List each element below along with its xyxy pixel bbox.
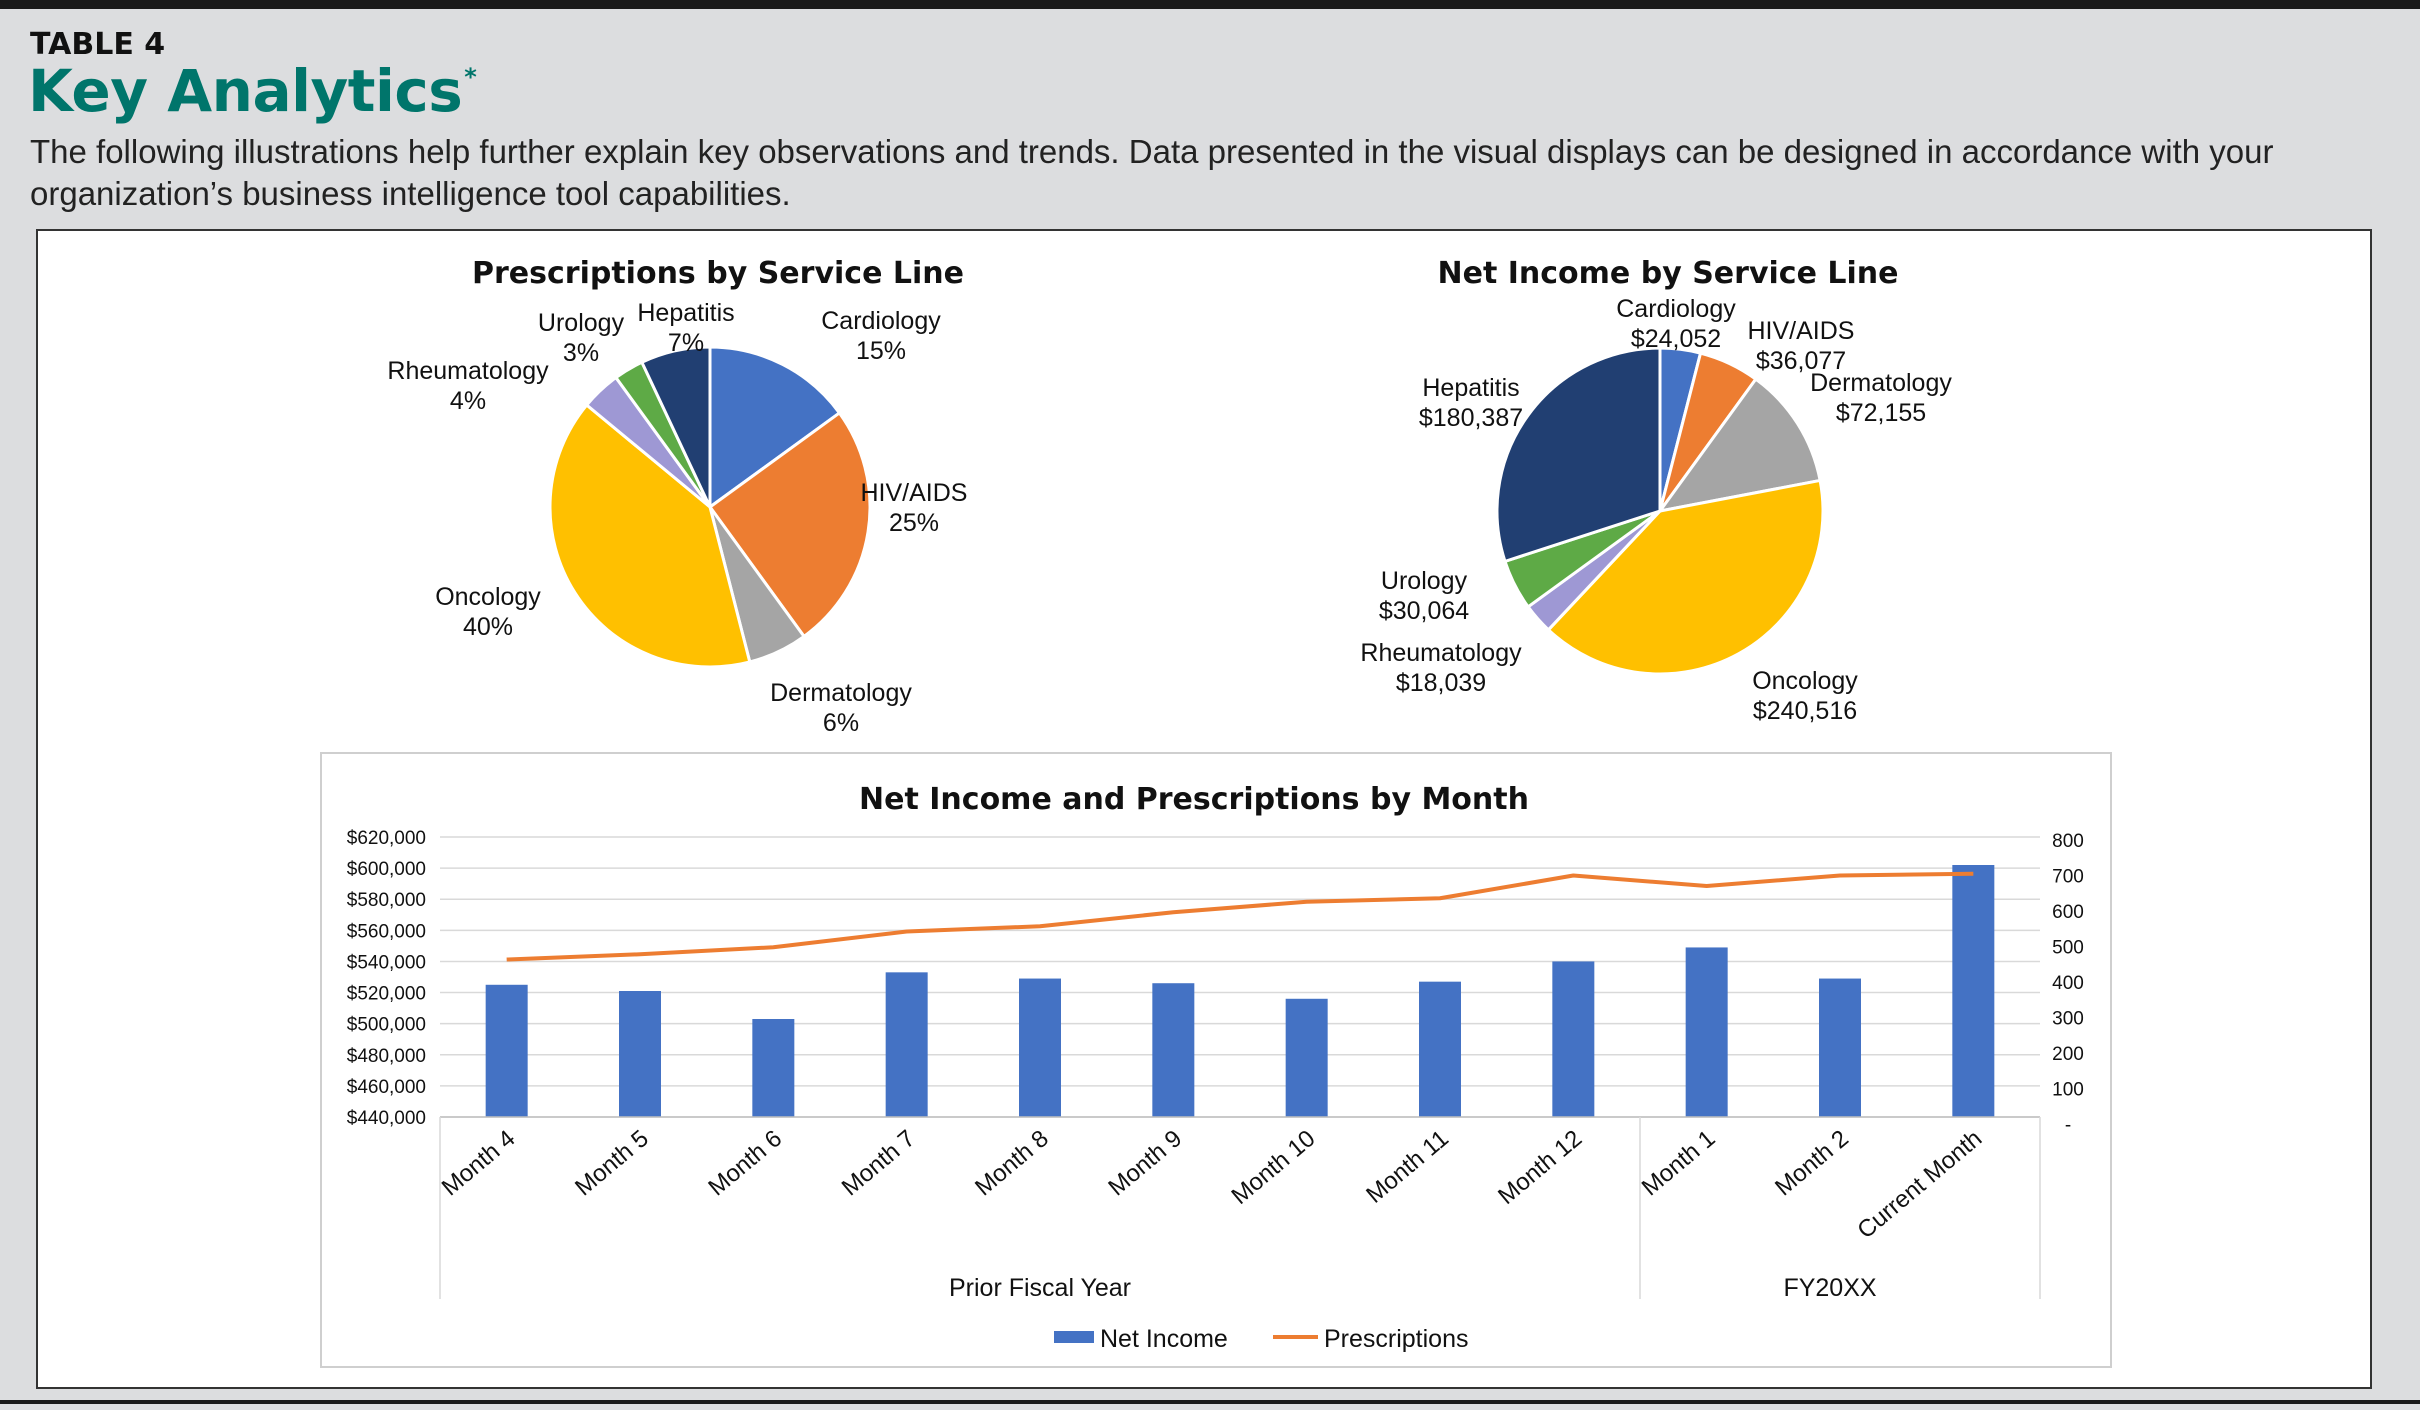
y-right-tick-label: 600	[2052, 902, 2084, 923]
slice-value-urology: $30,064	[1379, 597, 1469, 625]
pie-slice-oncology	[1546, 478, 1825, 676]
y-left-tick-label: $620,000	[347, 828, 426, 849]
group-label-prior-fiscal-year: Prior Fiscal Year	[949, 1274, 1131, 1302]
pie-slice-hiv-aids	[707, 410, 872, 639]
bar-net-income-month-6	[752, 1019, 795, 1117]
combo-chart-title: Net Income and Prescriptions by Month	[859, 782, 1529, 817]
slice-value-cardiology: $24,052	[1631, 325, 1721, 353]
pie-chart-prescriptions-by-service-line: Prescriptions by Service Line Cardiology1…	[387, 256, 967, 737]
pie-slice-hepatitis	[639, 345, 712, 508]
slice-value-oncology: $240,516	[1753, 697, 1857, 725]
legend-label-net-income: Net Income	[1100, 1325, 1228, 1353]
charts-panel: Prescriptions by Service Line Cardiology 1…	[36, 229, 2372, 1389]
legend-label-prescriptions: Prescriptions	[1324, 1325, 1469, 1353]
page-subtitle: The following illustrations help further…	[30, 133, 2274, 212]
combo-chart: Net Income and Prescriptions by Month $62…	[320, 752, 2112, 1368]
slice-label-hepatitis: Hepatitis	[1422, 374, 1519, 402]
y-left-tick-label: $600,000	[347, 859, 426, 880]
pie-slice-hepatitis	[1495, 346, 1662, 564]
bar-net-income-month-4	[485, 984, 528, 1117]
slice-value-hepatitis: $180,387	[1419, 404, 1523, 432]
bar-net-income-month-11	[1419, 981, 1461, 1117]
bar-net-income-month-12	[1552, 961, 1595, 1117]
combo-legend: Net Income Prescriptions	[1054, 1325, 1469, 1353]
slice-label-oncology: Oncology	[435, 583, 541, 611]
bar-net-income-month-8	[1019, 978, 1061, 1117]
pie-title: Prescriptions by Service Line	[472, 256, 964, 291]
bar-net-income-month-7	[885, 972, 928, 1117]
legend-swatch-net-income	[1054, 1331, 1094, 1343]
y-right-tick-label: 400	[2052, 973, 2084, 994]
y-left-tick-label: $560,000	[347, 921, 426, 942]
bottom-rule	[0, 1400, 2420, 1404]
y-right-tick-label: -	[2065, 1115, 2071, 1136]
y-right-tick-label: 500	[2052, 938, 2084, 959]
pie-slice-dermatology	[1656, 377, 1822, 514]
page-title-text: Key Analytics	[28, 57, 463, 125]
slice-label-oncology: Oncology	[1752, 667, 1858, 695]
slice-label-cardiology: Cardiology	[821, 307, 941, 335]
pie-chart-net-income-by-service-line: Net Income by Service Line Cardiology$24,…	[1360, 256, 1952, 725]
group-label-fy20xx: FY20XX	[1783, 1274, 1876, 1302]
bar-net-income-month-1	[1685, 947, 1728, 1117]
slice-label-hepatitis: Hepatitis	[637, 299, 734, 327]
y-right-tick-label: 800	[2052, 831, 2084, 852]
y-right-tick-label: 100	[2052, 1080, 2084, 1101]
bar-net-income-month-10	[1285, 998, 1328, 1117]
slice-label-hiv-aids: HIV/AIDS	[861, 479, 968, 507]
bar-net-income-month-5	[619, 991, 661, 1117]
pie-title: Net Income by Service Line	[1438, 256, 1899, 291]
slice-label-cardiology: Cardiology	[1616, 295, 1736, 323]
y-left-tick-label: $460,000	[347, 1077, 426, 1098]
slice-label-urology: Urology	[1381, 567, 1468, 595]
y-left-tick-label: $520,000	[347, 984, 426, 1005]
slice-value-dermatology: 6%	[823, 709, 859, 737]
table-label: TABLE 4	[30, 27, 166, 62]
slice-value-rheumatology: $18,039	[1396, 669, 1486, 697]
slice-value-urology: 3%	[563, 339, 599, 367]
y-right-tick-label: 200	[2052, 1044, 2084, 1065]
slice-label-urology: Urology	[538, 309, 625, 337]
y-left-tick-label: $440,000	[347, 1108, 426, 1129]
y-left-tick-label: $480,000	[347, 1046, 426, 1067]
slice-label-rheumatology: Rheumatology	[1360, 639, 1522, 667]
line-prescriptions	[506, 871, 1974, 962]
y-left-tick-label: $500,000	[347, 1015, 426, 1036]
slice-value-rheumatology: 4%	[450, 387, 486, 415]
slice-label-dermatology: Dermatology	[1810, 369, 1952, 397]
y-right-tick-label: 300	[2052, 1009, 2084, 1030]
y-left-tick-label: $540,000	[347, 952, 426, 973]
bar-net-income-month-9	[1152, 983, 1195, 1117]
slice-value-hiv-aids: $36,077	[1756, 347, 1846, 375]
slice-value-cardiology: 15%	[856, 337, 906, 365]
bar-net-income-current-month	[1952, 865, 1995, 1117]
slice-value-hepatitis: 7%	[668, 329, 704, 357]
pie-slice-oncology	[548, 402, 752, 669]
charts-canvas: Prescriptions by Service LineCardiology1…	[320, 256, 2112, 1368]
page-title: Key Analytics*	[28, 57, 477, 125]
bar-net-income-month-2	[1819, 978, 1861, 1117]
slice-label-dermatology: Dermatology	[770, 679, 912, 707]
pie-slice-cardiology	[708, 345, 842, 510]
slice-label-hiv-aids: HIV/AIDS	[1748, 317, 1855, 345]
title-footnote-mark: *	[464, 63, 477, 91]
slice-value-hiv-aids: 25%	[889, 509, 939, 537]
y-left-tick-label: $580,000	[347, 890, 426, 911]
slice-value-oncology: 40%	[463, 613, 513, 641]
slice-value-dermatology: $72,155	[1836, 399, 1926, 427]
slice-label-rheumatology: Rheumatology	[387, 357, 549, 385]
y-right-tick-label: 700	[2052, 867, 2084, 888]
